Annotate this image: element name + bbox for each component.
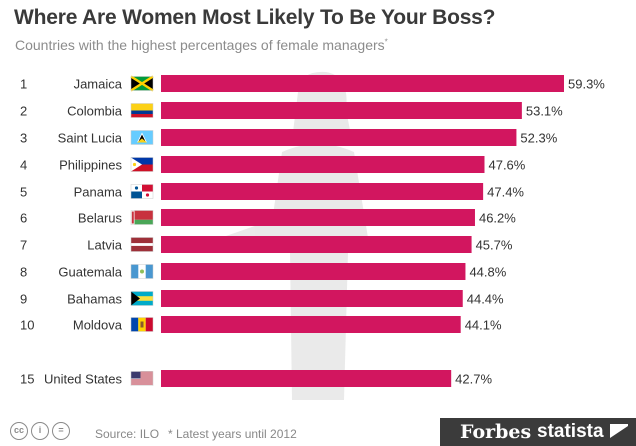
value-label: 53.1% <box>526 104 563 119</box>
value-label: 47.4% <box>487 185 524 200</box>
country-label: Colombia <box>67 104 123 119</box>
bar <box>161 183 484 200</box>
statista-icon <box>610 424 628 440</box>
belarus-flag-icon <box>130 210 154 225</box>
bar <box>161 209 475 226</box>
page-title: Where Are Women Most Likely To Be Your B… <box>14 6 496 29</box>
country-label: Jamaica <box>74 77 123 92</box>
subtitle-footnote-mark: * <box>384 37 388 47</box>
bar <box>161 290 463 307</box>
rank-label: 10 <box>20 318 34 333</box>
country-label: Saint Lucia <box>58 131 123 146</box>
brand-bar <box>440 418 636 446</box>
value-label: 44.4% <box>467 292 504 307</box>
value-label: 59.3% <box>568 77 605 92</box>
subtitle-text: Countries with the highest percentages o… <box>15 37 385 53</box>
panama-flag-icon <box>130 184 154 199</box>
forbes-logo: Forbes <box>460 421 532 443</box>
value-label: 44.8% <box>469 265 506 280</box>
value-label: 44.1% <box>465 318 502 333</box>
colombia-flag-icon <box>130 103 154 118</box>
statista-logo: statista <box>537 421 604 442</box>
rank-label: 2 <box>20 104 27 119</box>
license-icons: cc i = <box>10 422 70 440</box>
bar <box>161 102 522 119</box>
bar <box>161 370 452 387</box>
value-label: 46.2% <box>479 211 516 226</box>
latvia-flag-icon <box>130 237 154 252</box>
bar <box>161 156 485 173</box>
rank-label: 1 <box>20 77 27 92</box>
guatemala-flag-icon <box>130 264 154 279</box>
bar <box>161 129 517 146</box>
creative-commons-icon: cc <box>10 422 28 440</box>
country-label: Guatemala <box>58 265 122 280</box>
united-states-flag-icon <box>130 371 154 386</box>
bar <box>161 316 461 333</box>
bar-chart: 1 Jamaica 59.3% 2 Colombia 53.1% 3 Saint Lucia 5… <box>20 71 605 400</box>
rank-label: 3 <box>20 131 27 146</box>
bar <box>161 236 472 253</box>
footer: cc i = Source: ILO * Latest years until … <box>0 418 636 446</box>
attribution-icon: i <box>31 422 49 440</box>
bahamas-flag-icon <box>130 291 154 306</box>
rank-label: 7 <box>20 238 27 253</box>
rank-label: 5 <box>20 185 27 200</box>
value-label: 52.3% <box>520 131 557 146</box>
bar <box>161 75 564 92</box>
country-label: Panama <box>74 185 123 200</box>
source-note: Source: ILO <box>95 427 160 441</box>
bar <box>161 263 466 280</box>
value-label: 45.7% <box>476 238 513 253</box>
rank-label: 8 <box>20 265 27 280</box>
woman-silhouette-icon <box>226 71 370 400</box>
rank-label: 15 <box>20 372 34 387</box>
country-label: Philippines <box>59 158 122 173</box>
country-label: Bahamas <box>67 292 122 307</box>
rank-label: 6 <box>20 211 27 226</box>
country-label: Moldova <box>73 318 123 333</box>
value-label: 42.7% <box>455 372 492 387</box>
jamaica-flag-icon <box>130 75 154 92</box>
moldova-flag-icon <box>130 317 154 332</box>
value-label: 47.6% <box>488 158 525 173</box>
country-label: United States <box>44 372 123 387</box>
philippines-flag-icon <box>130 157 154 172</box>
country-label: Belarus <box>78 211 123 226</box>
saint-lucia-flag-icon <box>130 130 154 145</box>
rank-label: 4 <box>20 158 27 173</box>
no-derivatives-icon: = <box>52 422 70 440</box>
country-label: Latvia <box>87 238 122 253</box>
rank-label: 9 <box>20 292 27 307</box>
page-subtitle: Countries with the highest percentages o… <box>15 37 388 53</box>
footnote: * Latest years until 2012 <box>168 427 297 441</box>
